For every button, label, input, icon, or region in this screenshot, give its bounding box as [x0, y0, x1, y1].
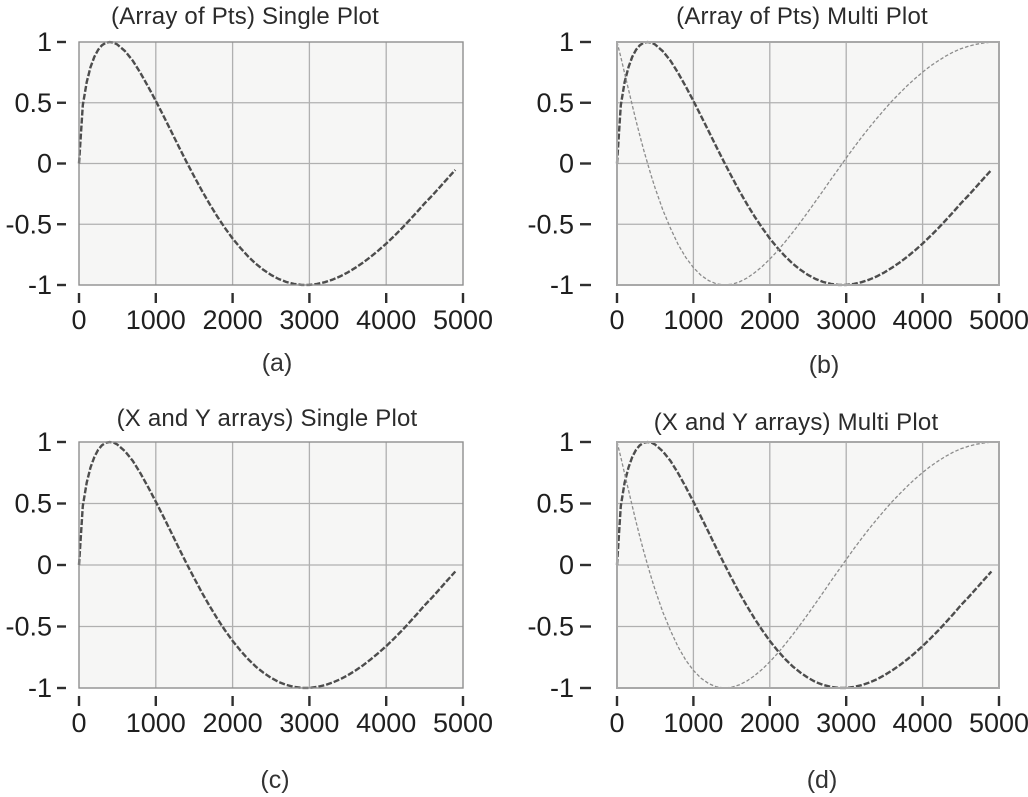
svg-text:0: 0 [559, 550, 574, 580]
svg-text:3000: 3000 [816, 305, 876, 335]
svg-text:-0.5: -0.5 [527, 209, 574, 239]
svg-text:1000: 1000 [663, 305, 723, 335]
svg-text:0: 0 [559, 149, 574, 179]
chart-title-a: (Array of Pts) Single Plot [111, 3, 379, 30]
svg-text:2000: 2000 [203, 305, 263, 335]
svg-text:0: 0 [71, 708, 86, 738]
svg-text:4000: 4000 [356, 708, 416, 738]
svg-text:2000: 2000 [740, 305, 800, 335]
svg-text:0: 0 [37, 550, 52, 580]
svg-text:-1: -1 [28, 270, 52, 300]
svg-text:0: 0 [609, 305, 624, 335]
svg-text:1: 1 [37, 427, 52, 457]
svg-text:5000: 5000 [969, 305, 1028, 335]
svg-text:3000: 3000 [279, 708, 339, 738]
svg-text:5000: 5000 [433, 305, 493, 335]
svg-text:5000: 5000 [433, 708, 493, 738]
svg-text:1000: 1000 [663, 708, 723, 738]
svg-text:0.5: 0.5 [14, 88, 52, 118]
svg-text:1: 1 [559, 427, 574, 457]
chart-caption-d: (d) [806, 766, 838, 794]
plot-area-d: 1 0.5 0 -0.5 -1 0 1000 2000 3000 4000 5000 [527, 427, 1028, 738]
svg-text:1000: 1000 [126, 305, 186, 335]
svg-text:-1: -1 [28, 673, 52, 703]
chart-caption-a: (a) [261, 349, 293, 377]
svg-text:2000: 2000 [740, 708, 800, 738]
svg-text:0: 0 [37, 149, 52, 179]
plot-area-b: 1 0.5 0 -0.5 -1 0 1000 2000 3000 4000 5000 [527, 27, 1028, 335]
plot-area-c: 1 0.5 0 -0.5 -1 0 1000 2000 3000 4000 5000 [5, 427, 493, 738]
svg-text:3000: 3000 [816, 708, 876, 738]
svg-text:0.5: 0.5 [536, 88, 574, 118]
svg-text:1: 1 [37, 27, 52, 57]
svg-text:-0.5: -0.5 [527, 612, 574, 642]
svg-text:4000: 4000 [356, 305, 416, 335]
svg-text:0.5: 0.5 [536, 489, 574, 519]
svg-text:4000: 4000 [893, 708, 953, 738]
svg-text:0: 0 [71, 305, 86, 335]
svg-text:5000: 5000 [969, 708, 1028, 738]
svg-text:-1: -1 [550, 270, 574, 300]
chart-caption-b: (b) [808, 351, 840, 379]
svg-text:-1: -1 [550, 673, 574, 703]
svg-text:4000: 4000 [893, 305, 953, 335]
chart-title-c: (X and Y arrays) Single Plot [116, 405, 418, 432]
svg-text:0: 0 [609, 708, 624, 738]
svg-text:2000: 2000 [203, 708, 263, 738]
chart-caption-c: (c) [260, 766, 290, 794]
chart-title-b: (Array of Pts) Multi Plot [676, 3, 928, 30]
svg-text:-0.5: -0.5 [5, 209, 52, 239]
svg-text:1: 1 [559, 27, 574, 57]
plot-area-a: 1 0.5 0 -0.5 -1 0 1000 2000 3000 4000 5000 [5, 27, 493, 335]
svg-text:0.5: 0.5 [14, 489, 52, 519]
svg-text:-0.5: -0.5 [5, 612, 52, 642]
chart-title-d: (X and Y arrays) Multi Plot [653, 409, 939, 436]
svg-text:3000: 3000 [279, 305, 339, 335]
svg-text:1000: 1000 [126, 708, 186, 738]
